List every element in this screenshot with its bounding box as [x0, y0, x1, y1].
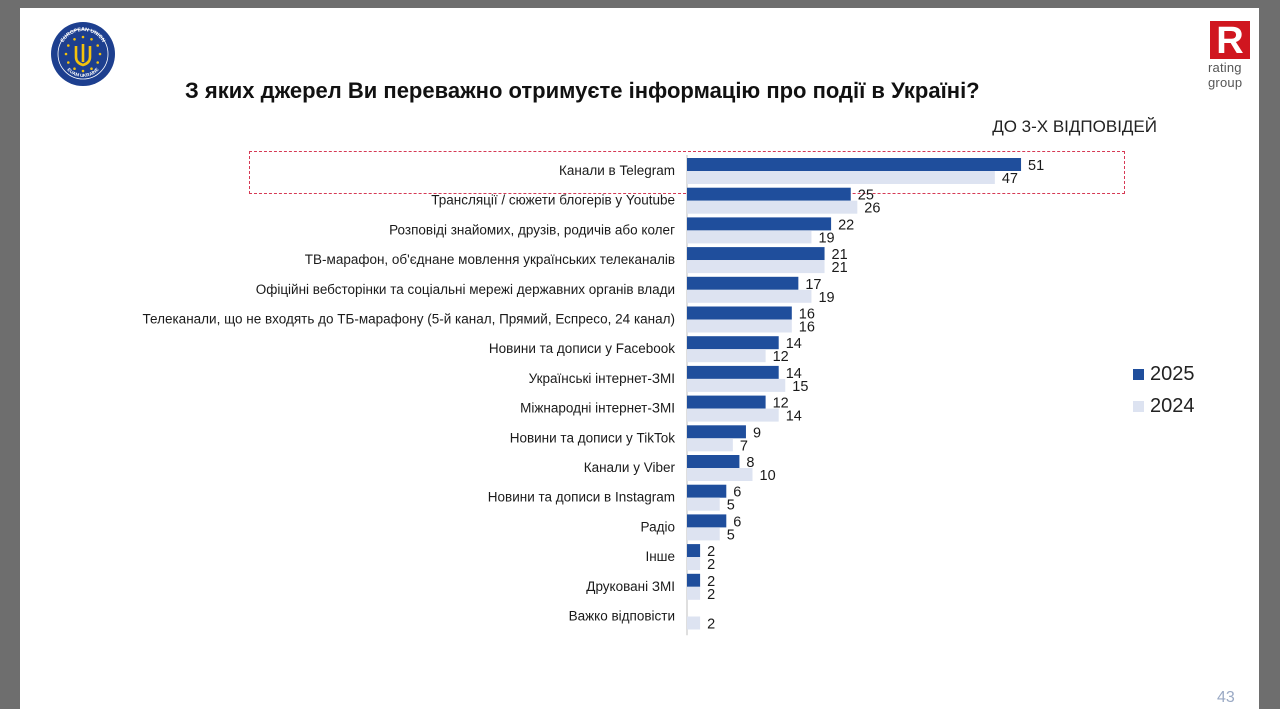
- category-label: ТВ-марафон, об'єднане мовлення українськ…: [305, 252, 675, 267]
- data-label-2025: 16: [799, 307, 815, 323]
- bar-2024: [687, 616, 701, 630]
- rating-group-logo: R rating group: [1208, 21, 1268, 89]
- category-label: Новини та дописи у TikTok: [510, 430, 676, 445]
- bar-2025: [687, 247, 825, 261]
- bar-2024: [687, 349, 766, 363]
- category-label: Інше: [645, 549, 675, 564]
- bar-2024: [687, 171, 995, 184]
- data-label-2025: 2: [707, 544, 715, 560]
- data-label-2025: 9: [753, 425, 761, 441]
- category-label: Важко відповісти: [569, 609, 675, 624]
- data-label-2025: 22: [838, 217, 854, 233]
- category-label: Розповіді знайомих, друзів, родичів або …: [389, 222, 675, 237]
- legend-item-2025: 2025: [1133, 358, 1195, 390]
- bar-2024: [687, 230, 812, 244]
- bar-2025: [687, 544, 701, 558]
- bar-2024: [687, 557, 701, 571]
- category-label: Телеканали, що не входять до ТБ-марафону…: [143, 312, 675, 327]
- category-label: Міжнародні інтернет-ЗМІ: [520, 401, 675, 416]
- category-label: Новини та дописи у Facebook: [489, 341, 675, 356]
- rating-r-mark: R: [1210, 21, 1250, 61]
- data-label-2025: 12: [773, 396, 789, 412]
- bar-2024: [687, 289, 812, 303]
- legend-swatch-2025: [1133, 368, 1144, 380]
- legend-label-2025: 2025: [1150, 362, 1195, 385]
- legend-item-2024: 2024: [1133, 390, 1195, 422]
- bar-2024: [687, 527, 720, 541]
- bar-2025: [687, 187, 851, 201]
- data-label-2024: 5: [727, 527, 735, 543]
- data-label-2025: 14: [786, 336, 802, 352]
- bar-2025: [687, 276, 799, 290]
- data-label-2024: 19: [818, 290, 834, 306]
- data-label-2024: 2: [707, 557, 715, 573]
- bar-2024: [687, 468, 753, 481]
- bar-2025: [687, 395, 766, 409]
- data-label-2025: 2: [707, 574, 715, 590]
- group-word: group: [1208, 75, 1243, 90]
- bar-2024: [687, 378, 786, 392]
- category-label: Друковані ЗМІ: [586, 579, 675, 594]
- chart-legend: 2025 2024: [1133, 358, 1195, 422]
- category-label: Новини та дописи в Instagram: [488, 490, 675, 505]
- bar-2024: [687, 497, 720, 511]
- bar-2024: [687, 438, 733, 452]
- bar-2025: [687, 336, 779, 350]
- chart-subtitle: ДО 3-Х ВІДПОВІДЕЙ: [992, 117, 1157, 136]
- bar-2025: [687, 573, 701, 587]
- data-label-2024: 21: [832, 260, 848, 276]
- category-label: Канали у Viber: [584, 460, 676, 475]
- bar-2024: [687, 408, 779, 422]
- category-label: Офіційні вебсторінки та соціальні мережі…: [256, 282, 675, 297]
- bar-2024: [687, 586, 701, 600]
- category-label: Українські інтернет-ЗМІ: [529, 371, 675, 386]
- data-label-2025: 6: [733, 514, 741, 530]
- data-label-2025: 21: [832, 247, 848, 263]
- data-label-2024: 2: [707, 587, 715, 603]
- bar-2025: [687, 425, 746, 439]
- rating-word: rating: [1208, 60, 1242, 75]
- data-label-2024: 10: [760, 468, 776, 484]
- bar-2024: [687, 319, 792, 333]
- data-label-2025: 14: [786, 366, 802, 382]
- bar-2024: [687, 260, 825, 274]
- data-label-2025: 8: [746, 455, 754, 471]
- data-label-2024: 2: [707, 617, 715, 633]
- page-number: 43: [1217, 689, 1235, 706]
- euam-logo: EUROPEAN UNION EUAM UKRAINE: [50, 21, 116, 92]
- data-label-2024: 5: [727, 498, 735, 514]
- data-label-2024: 16: [799, 320, 815, 336]
- data-label-2024: 7: [740, 438, 748, 454]
- category-label: Трансляції / сюжети блогерів у Youtube: [431, 193, 675, 208]
- data-label-2024: 14: [786, 409, 802, 425]
- data-label-2024: 47: [1002, 171, 1018, 187]
- bar-2025: [687, 158, 1022, 171]
- data-label-2025: 51: [1028, 158, 1044, 174]
- bar-2024: [687, 200, 858, 214]
- category-label: Канали в Telegram: [559, 163, 675, 178]
- data-label-2025: 17: [805, 277, 821, 293]
- bar-2025: [687, 217, 832, 231]
- bar-2025: [687, 455, 740, 468]
- bar-2025: [687, 484, 727, 498]
- bar-2025: [687, 365, 779, 379]
- data-label-2024: 12: [773, 349, 789, 365]
- bar-2025: [687, 514, 727, 528]
- data-label-2025: 6: [733, 485, 741, 501]
- euam-emblem-icon: EUROPEAN UNION EUAM UKRAINE: [51, 22, 115, 86]
- legend-swatch-2024: [1133, 400, 1144, 412]
- bar-2025: [687, 306, 792, 320]
- data-label-2025: 25: [858, 188, 874, 204]
- category-label: Радіо: [641, 519, 675, 534]
- chart-title: З яких джерел Ви переважно отримуєте інф…: [185, 78, 980, 103]
- data-label-2024: 19: [818, 230, 834, 246]
- slide: EUROPEAN UNION EUAM UKRAINE: [20, 8, 1259, 709]
- data-label-2024: 15: [792, 379, 808, 395]
- data-label-2024: 26: [864, 201, 880, 217]
- legend-label-2024: 2024: [1150, 394, 1195, 417]
